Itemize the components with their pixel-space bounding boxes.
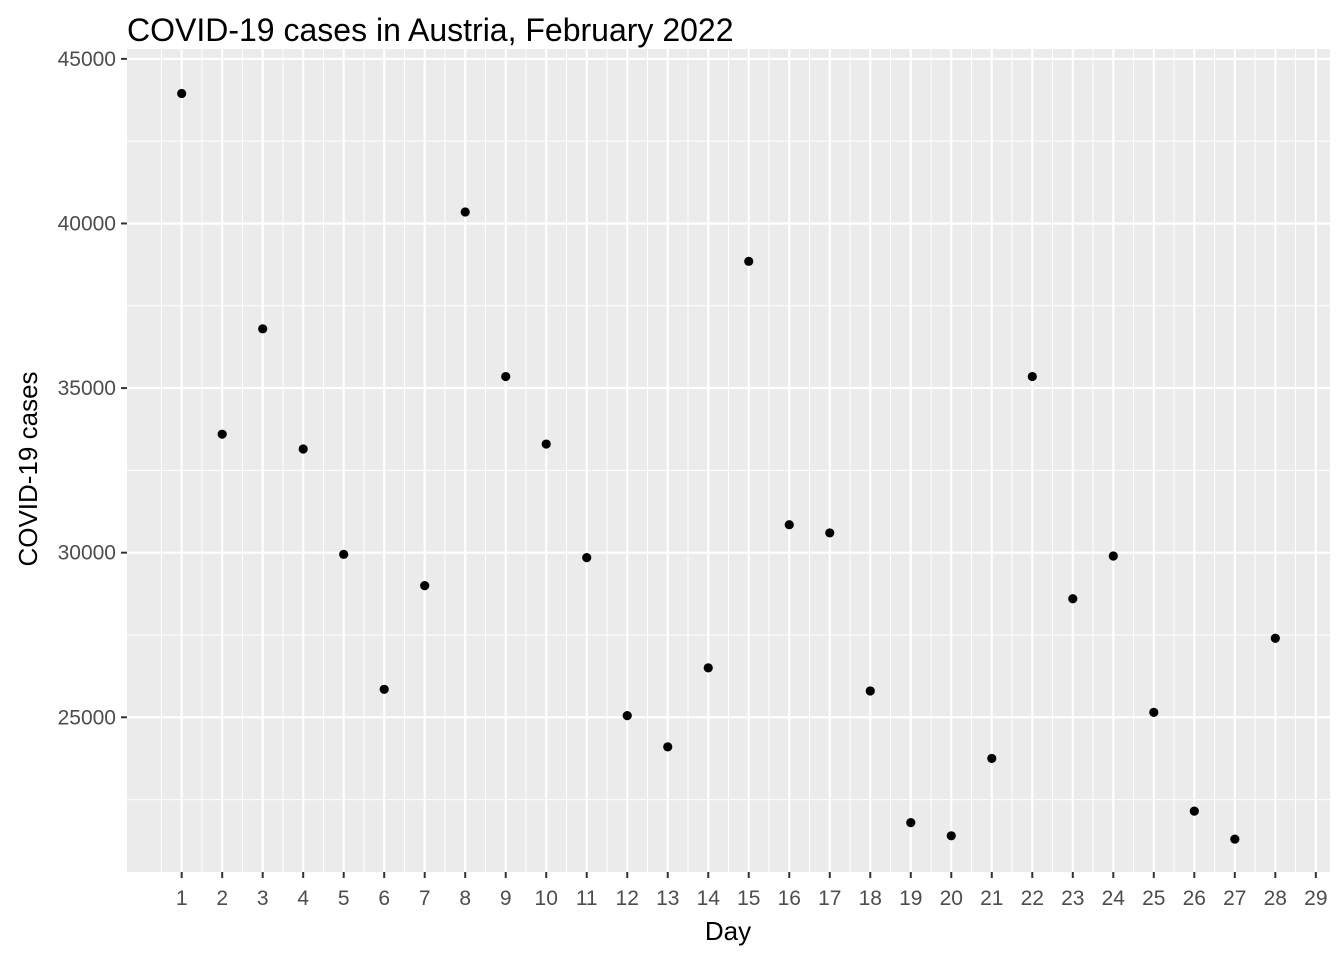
x-tick-label: 25 — [1142, 887, 1165, 910]
x-tick-label: 28 — [1264, 887, 1287, 910]
data-points — [177, 88, 1280, 844]
y-tick-label: 30000 — [58, 542, 116, 565]
x-tick-label: 17 — [818, 887, 841, 910]
x-tick-label: 10 — [535, 887, 558, 910]
x-tick-label: 22 — [1021, 887, 1044, 910]
x-tick-label: 7 — [419, 887, 431, 910]
x-tick-label: 13 — [656, 887, 679, 910]
data-point — [703, 663, 713, 673]
data-point — [1027, 371, 1037, 382]
data-point — [1108, 551, 1118, 561]
data-point — [865, 686, 875, 696]
data-point — [987, 753, 997, 764]
x-tick-label: 21 — [980, 887, 1003, 910]
data-point — [1230, 834, 1240, 844]
data-point — [339, 549, 349, 559]
x-tick-label: 23 — [1061, 887, 1084, 910]
data-point — [298, 444, 308, 454]
x-tick-label: 20 — [940, 887, 963, 910]
data-point — [946, 831, 956, 841]
x-axis-title: Day — [705, 916, 751, 946]
data-point — [744, 256, 754, 266]
x-tick-label: 9 — [500, 887, 512, 910]
x-tick-label: 24 — [1102, 887, 1126, 910]
x-tick-label: 8 — [459, 887, 471, 910]
y-axis: 25000 30000 35000 40000 45000 — [58, 48, 127, 729]
x-tick-label: 6 — [378, 887, 390, 910]
x-tick-label: 1 — [176, 887, 188, 910]
data-point — [460, 207, 470, 217]
x-tick-label: 5 — [338, 887, 350, 910]
x-tick-label: 26 — [1183, 887, 1206, 910]
data-point — [1068, 594, 1078, 604]
chart-title: COVID-19 cases in Austria, February 2022 — [127, 12, 734, 48]
data-point — [258, 324, 268, 334]
x-tick-label: 19 — [899, 887, 922, 910]
data-point — [784, 520, 794, 530]
x-tick-label: 14 — [697, 887, 721, 910]
y-axis-title: COVID-19 cases — [13, 371, 43, 566]
data-point — [1189, 806, 1199, 816]
data-point — [420, 580, 430, 591]
minor-gridlines — [127, 49, 1330, 872]
y-tick-label: 45000 — [58, 48, 116, 71]
data-point — [906, 818, 916, 828]
data-point — [663, 742, 673, 752]
data-point — [825, 528, 835, 538]
x-tick-label: 11 — [576, 887, 598, 910]
x-tick-label: 27 — [1223, 887, 1246, 910]
x-tick-label: 16 — [778, 887, 801, 910]
x-tick-label: 29 — [1304, 887, 1327, 910]
data-point — [1149, 707, 1159, 717]
data-point — [541, 439, 551, 449]
x-tick-label: 12 — [616, 887, 639, 910]
x-tick-label: 15 — [737, 887, 760, 910]
x-tick-label: 4 — [297, 887, 309, 910]
data-point — [217, 429, 227, 439]
data-point — [622, 711, 632, 721]
y-tick-label: 35000 — [58, 377, 116, 400]
x-tick-label: 18 — [859, 887, 882, 910]
y-tick-label: 25000 — [58, 706, 116, 729]
data-point — [1270, 633, 1280, 643]
data-point — [582, 553, 592, 563]
data-point — [501, 371, 511, 382]
x-tick-label: 3 — [257, 887, 269, 910]
x-tick-label: 2 — [216, 887, 228, 910]
data-point — [379, 684, 389, 694]
y-tick-label: 40000 — [58, 212, 116, 235]
x-axis: 1 2 3 4 5 6 7 8 9 10 11 12 13 14 15 16 17 18 19 20 21 22 23 24 2… — [176, 872, 1328, 910]
major-gridlines — [127, 49, 1330, 872]
data-point — [177, 88, 187, 99]
